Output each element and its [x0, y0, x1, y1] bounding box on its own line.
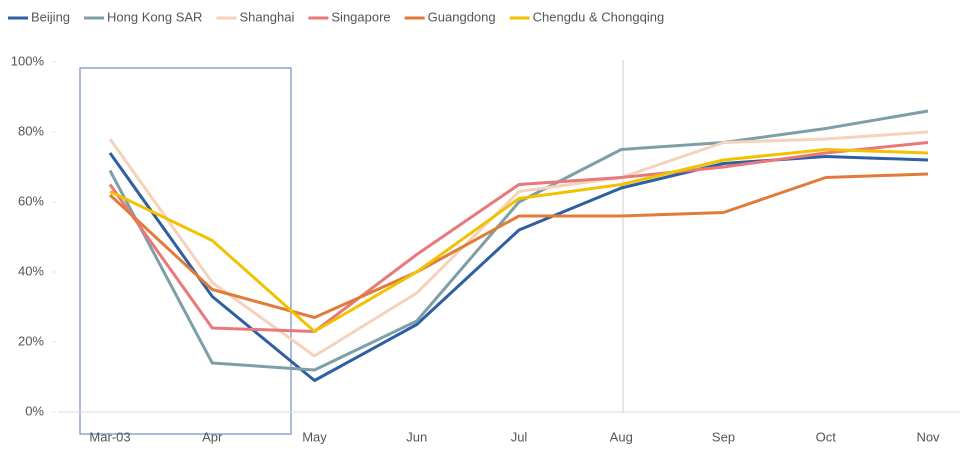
series-line — [108, 152, 929, 382]
y-tick-label: 40% — [18, 263, 44, 278]
series-line — [109, 148, 929, 333]
series-line — [108, 109, 929, 372]
series-line — [108, 141, 929, 333]
y-tick-label: 60% — [18, 193, 44, 208]
x-tick-label: Apr — [202, 429, 223, 444]
legend-label: Chengdu & Chongqing — [533, 9, 665, 24]
legend-label: Hong Kong SAR — [107, 9, 202, 24]
x-tick-label: Mar-03 — [89, 429, 130, 444]
x-tick-label: Sep — [712, 429, 735, 444]
y-tick-label: 80% — [18, 123, 44, 138]
x-tick-label: Nov — [916, 429, 940, 444]
x-tick-label: Jun — [406, 429, 427, 444]
legend-label: Beijing — [31, 9, 70, 24]
series-line — [108, 172, 929, 319]
y-tick-label: 100% — [11, 53, 45, 68]
highlight-box — [79, 67, 292, 435]
legend-label: Guangdong — [428, 9, 496, 24]
y-tick-label: 20% — [18, 333, 44, 348]
legend-label: Singapore — [331, 9, 390, 24]
series-line — [108, 130, 929, 358]
x-tick-label: Oct — [816, 429, 837, 444]
y-tick-label: 0% — [25, 403, 44, 418]
legend-label: Shanghai — [239, 9, 294, 24]
x-tick-label: Aug — [610, 429, 633, 444]
x-tick-label: May — [302, 429, 327, 444]
x-tick-label: Jul — [511, 429, 528, 444]
